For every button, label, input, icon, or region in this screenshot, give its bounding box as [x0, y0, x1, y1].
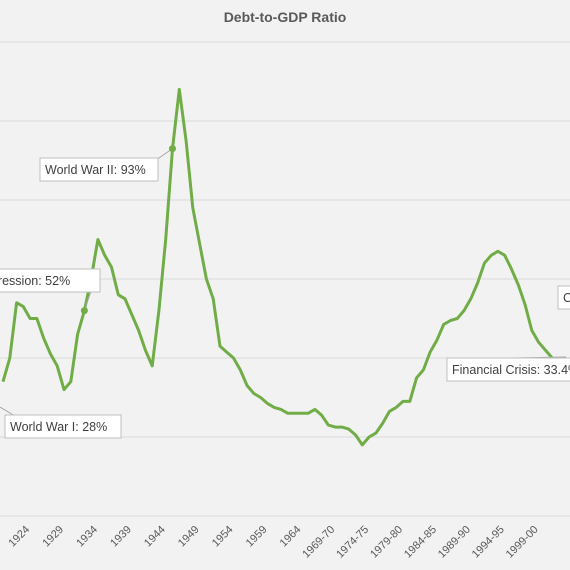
annotation: World War II: 93% [39, 145, 176, 182]
data-line [1, 87, 567, 447]
annotation: C [557, 285, 570, 310]
annotation-text: Financial Crisis: 33.4% [452, 363, 570, 377]
annotation-marker [80, 307, 88, 315]
annotation: World War I: 28% [0, 406, 122, 439]
annotation-text: C [563, 291, 570, 305]
annotation-box [446, 357, 570, 382]
annotation-text: Depression: 52% [0, 274, 70, 288]
chart-title: Debt-to-GDP Ratio [224, 9, 347, 25]
annotation-box [39, 157, 159, 182]
annotation-box [0, 268, 101, 293]
annotation-box [557, 285, 570, 310]
annotation: Depression: 52% [0, 268, 101, 315]
annotation-box [4, 414, 122, 439]
annotation-text: World War II: 93% [45, 163, 146, 177]
annotation: Financial Crisis: 33.4% [446, 356, 570, 382]
annotation-text: World War I: 28% [10, 420, 107, 434]
annotation-marker [169, 145, 176, 153]
